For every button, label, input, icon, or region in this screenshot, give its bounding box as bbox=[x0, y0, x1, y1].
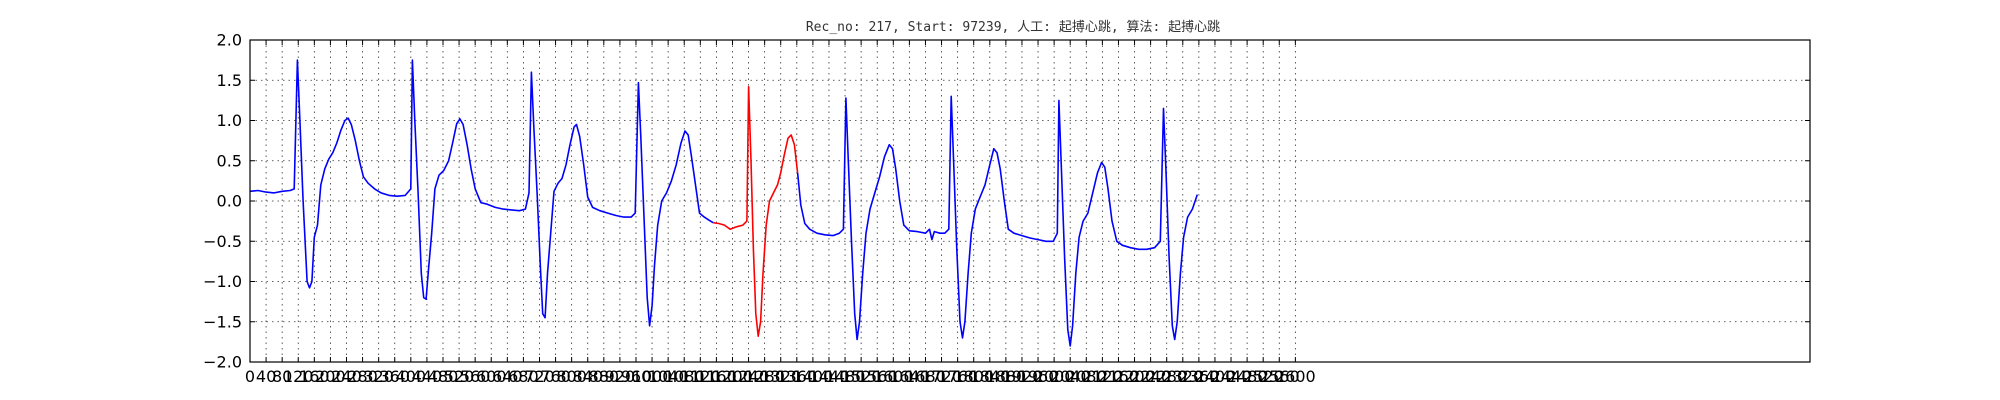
y-tick-label: 1.0 bbox=[217, 111, 242, 130]
x-tick-label: 880 bbox=[589, 367, 620, 386]
x-tick-label: 0 bbox=[245, 367, 255, 386]
x-tick-label: 2320 bbox=[1162, 367, 1203, 386]
y-tick-label: −2.0 bbox=[203, 353, 242, 372]
chart-title: Rec_no: 217, Start: 97239, 人工: 起搏心跳, 算法:… bbox=[806, 19, 1220, 35]
x-tick-label: 1840 bbox=[969, 367, 1010, 386]
x-tick-label: 600 bbox=[476, 367, 507, 386]
x-tick-label: 2120 bbox=[1082, 367, 1123, 386]
x-tick-label: 1080 bbox=[664, 367, 705, 386]
y-tick-label: −0.5 bbox=[203, 232, 242, 251]
y-tick-label: 0.0 bbox=[217, 192, 242, 211]
y-tick-label: 2.0 bbox=[217, 31, 242, 50]
x-tick-label: 1200 bbox=[712, 367, 753, 386]
x-tick-label: 760 bbox=[540, 367, 571, 386]
y-tick-label: −1.5 bbox=[203, 312, 242, 331]
series-line bbox=[249, 59, 714, 327]
x-tick-label: 680 bbox=[508, 367, 539, 386]
x-tick-label: 280 bbox=[347, 367, 378, 386]
x-tick-label: 1960 bbox=[1018, 367, 1059, 386]
x-tick-label: 80 bbox=[272, 367, 292, 386]
y-tick-label: −1.0 bbox=[203, 272, 242, 291]
x-tick-label: 2520 bbox=[1243, 367, 1284, 386]
x-tick-label: 1880 bbox=[986, 367, 1027, 386]
x-tick-label: 2440 bbox=[1211, 367, 1252, 386]
x-tick-label: 2200 bbox=[1114, 367, 1155, 386]
x-tick-label: 2000 bbox=[1034, 367, 1075, 386]
x-tick-label: 1240 bbox=[728, 367, 769, 386]
x-tick-label: 200 bbox=[315, 367, 346, 386]
x-tick-label: 360 bbox=[379, 367, 410, 386]
x-tick-label: 1360 bbox=[776, 367, 817, 386]
x-tick-label: 440 bbox=[412, 367, 443, 386]
x-tick-label: 640 bbox=[492, 367, 523, 386]
x-tick-label: 560 bbox=[460, 367, 491, 386]
x-tick-label: 1720 bbox=[921, 367, 962, 386]
x-tick-label: 1920 bbox=[1002, 367, 1043, 386]
x-tick-label: 40 bbox=[256, 367, 276, 386]
x-tick-label: 240 bbox=[331, 367, 362, 386]
y-tick-label: 0.5 bbox=[217, 151, 242, 170]
x-tick-label: 1520 bbox=[841, 367, 882, 386]
x-tick-label: 840 bbox=[572, 367, 603, 386]
x-tick-label: 920 bbox=[605, 367, 636, 386]
x-tick-label: 520 bbox=[444, 367, 475, 386]
x-tick-label: 1000 bbox=[632, 367, 673, 386]
x-tick-label: 1440 bbox=[809, 367, 850, 386]
x-tick-label: 2360 bbox=[1179, 367, 1220, 386]
grid-lines bbox=[250, 40, 1810, 362]
x-tick-label: 2240 bbox=[1130, 367, 1171, 386]
x-tick-label: 1680 bbox=[905, 367, 946, 386]
x-tick-label: 2160 bbox=[1098, 367, 1139, 386]
x-tick-label: 2080 bbox=[1066, 367, 1107, 386]
x-tick-label: 1800 bbox=[953, 367, 994, 386]
series-layer bbox=[249, 59, 1199, 347]
y-tick-label: 1.5 bbox=[217, 71, 242, 90]
series-line bbox=[713, 85, 799, 338]
x-tick-label: 1280 bbox=[744, 367, 785, 386]
x-tick-label: 1160 bbox=[696, 367, 737, 386]
x-tick-label: 1040 bbox=[648, 367, 689, 386]
x-tick-label: 2560 bbox=[1259, 367, 1300, 386]
x-tick-label: 1320 bbox=[760, 367, 801, 386]
series-line bbox=[796, 95, 1199, 347]
x-tick-label: 2040 bbox=[1050, 367, 1091, 386]
x-tick-label: 1600 bbox=[873, 367, 914, 386]
x-axis-ticks: 0 408012016020024028032036040044048052056… bbox=[245, 40, 1316, 386]
x-tick-label: 480 bbox=[428, 367, 459, 386]
x-tick-label: 1640 bbox=[889, 367, 930, 386]
x-tick-label: 720 bbox=[524, 367, 555, 386]
x-tick-label: 320 bbox=[363, 367, 394, 386]
x-tick-label: 400 bbox=[396, 367, 427, 386]
y-axis-ticks: −2.0 −1.5 −1.0 −0.5 0.0 0.5 1.0 1.5 2.0 bbox=[203, 31, 1810, 372]
x-tick-label: 1120 bbox=[680, 367, 721, 386]
x-tick-label: 1560 bbox=[857, 367, 898, 386]
x-tick-label: 2280 bbox=[1146, 367, 1187, 386]
x-tick-label: 120 bbox=[283, 367, 314, 386]
x-tick-label: 1400 bbox=[793, 367, 834, 386]
x-tick-label: 800 bbox=[556, 367, 587, 386]
x-tick-label: 2400 bbox=[1195, 367, 1236, 386]
x-tick-label: 160 bbox=[299, 367, 330, 386]
x-tick-label: 2480 bbox=[1227, 367, 1268, 386]
x-tick-label: 1480 bbox=[825, 367, 866, 386]
x-tick-label: 1760 bbox=[937, 367, 978, 386]
x-tick-label: 2600 bbox=[1275, 367, 1316, 386]
x-tick-label: 960 bbox=[621, 367, 652, 386]
